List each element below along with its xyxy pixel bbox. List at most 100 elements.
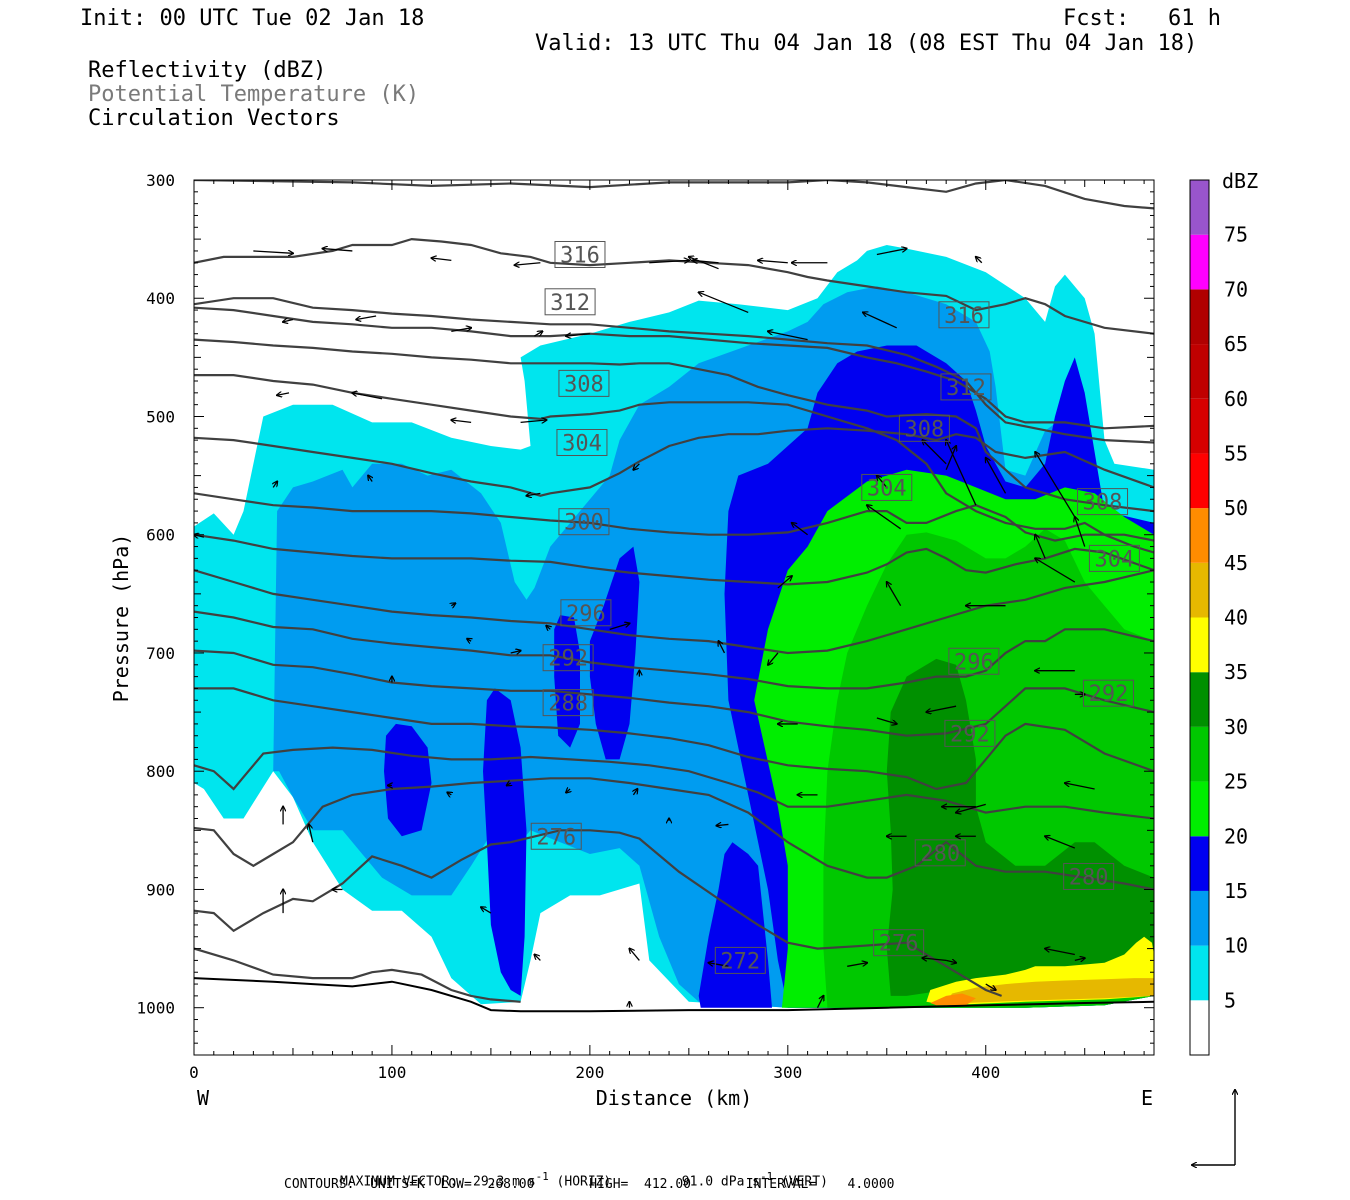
circulation-vector <box>946 960 956 962</box>
colorbar-cell-75 <box>1190 180 1209 235</box>
colorbar-label: 60 <box>1224 387 1248 411</box>
colorbar-label: 70 <box>1224 277 1248 301</box>
colorbar-label: 30 <box>1224 715 1248 739</box>
isentrope-296 <box>194 610 1154 690</box>
circulation-vector <box>515 263 541 265</box>
circulation-vector <box>719 641 726 654</box>
isentrope-label: 308 <box>898 414 950 442</box>
colorbar-label: 10 <box>1224 934 1248 958</box>
colorbar-cell-30 <box>1190 672 1209 727</box>
colorbar-cell-35 <box>1190 617 1209 673</box>
isentrope-label: 296 <box>948 647 1000 675</box>
circulation-vector <box>922 440 947 465</box>
isentrope-label: 292 <box>1082 679 1134 707</box>
isentrope-label: 276 <box>530 822 582 850</box>
dbz-region-15-5 <box>554 615 580 748</box>
colorbar-cell-10 <box>1190 890 1209 946</box>
isentrope-contours <box>194 180 1154 1003</box>
colorbar-label: 35 <box>1224 660 1248 684</box>
circulation-vector <box>283 320 294 322</box>
y-tick-label: 400 <box>146 289 175 308</box>
circulation-vector <box>863 312 897 329</box>
y-tick-label: 800 <box>146 762 175 781</box>
isentrope-label-text: 288 <box>548 692 588 717</box>
isentrope-label-text: 292 <box>1089 682 1129 707</box>
colorbar: 5 10 15 20 25 30 35 40 45 50 55 60 65 70 75 dBZ <box>1189 169 1258 1056</box>
isentrope-label-text: 304 <box>562 432 602 457</box>
isentrope-label-text: 280 <box>920 842 960 867</box>
circulation-vector <box>816 996 824 1008</box>
axis-tick-labels: 0 100 200 300 400 300 400 500 600 700 800 900 1000 <box>136 171 1000 1082</box>
colorbar-cell-70 <box>1190 234 1209 290</box>
circulation-vector <box>709 963 729 967</box>
isentrope-328 <box>194 297 1154 444</box>
circulation-vector <box>946 440 977 506</box>
circulation-vector <box>876 717 897 724</box>
circulation-vector <box>451 420 472 422</box>
ground-surface <box>194 977 1154 1013</box>
colorbar-cell-bottom <box>1190 1000 1209 1055</box>
circulation-vector <box>507 783 511 785</box>
isentrope-label-text: 312 <box>550 291 590 316</box>
circulation-vector <box>1035 452 1076 518</box>
x-tick-label: 200 <box>575 1063 604 1082</box>
vector-scale-legend <box>1192 1090 1235 1165</box>
circulation-vector <box>527 493 541 495</box>
isentrope-label-text: 276 <box>536 825 576 850</box>
circulation-vector <box>1045 949 1075 956</box>
colorbar-cell-45 <box>1190 508 1209 563</box>
circulation-vector <box>689 257 719 270</box>
circulation-vector <box>976 257 983 264</box>
circulation-vector <box>717 824 729 825</box>
circulation-vector <box>368 476 372 482</box>
colorbar-label: 40 <box>1224 606 1248 630</box>
circulation-vector <box>956 803 986 812</box>
valid-time: Valid: 13 UTC Thu 04 Jan 18 (08 EST Thu … <box>535 31 1198 56</box>
west-label: W <box>197 1086 210 1110</box>
forecast-label: Fcst: <box>1063 6 1130 31</box>
circulation-vector <box>945 446 956 470</box>
isentrope-label-text: 308 <box>564 372 604 397</box>
circulation-vector <box>1035 535 1046 559</box>
isentrope-label-text: 312 <box>946 376 986 401</box>
isentrope-272 <box>194 947 521 1003</box>
circulation-vector <box>629 949 640 961</box>
colorbar-cell-15 <box>1190 836 1209 891</box>
isentrope-label-text: 296 <box>566 602 606 627</box>
dbz-region-40-12 <box>946 978 1154 1003</box>
isentrope-label: 316 <box>554 240 606 268</box>
x-axis-label: Distance (km) <box>596 1086 753 1110</box>
circulation-vectors <box>194 249 1095 1008</box>
isentrope-label-text: 292 <box>548 647 588 672</box>
x-tick-label: 300 <box>773 1063 802 1082</box>
isentrope-label: 296 <box>560 599 612 627</box>
colorbar-label: 50 <box>1224 496 1248 520</box>
field-reflectivity: Reflectivity (dBZ) <box>88 58 327 83</box>
isentrope-label-text: 316 <box>944 304 984 329</box>
isentrope-label: 272 <box>714 946 766 974</box>
circulation-vector <box>877 476 888 488</box>
isentrope-label-text: 304 <box>1095 547 1135 572</box>
circulation-vector <box>546 626 550 630</box>
contours-info: CONTOURS: UNITS=K LOW= 268.00 HIGH= 412.… <box>284 1177 895 1192</box>
circulation-vector <box>1075 517 1086 547</box>
isentrope-label-text: 276 <box>879 932 919 957</box>
isentrope-label: 308 <box>1077 488 1129 516</box>
circulation-vector <box>273 482 277 488</box>
circulation-vector <box>633 463 640 470</box>
colorbar-title: dBZ <box>1222 169 1258 193</box>
y-tick-label: 700 <box>146 644 175 663</box>
isentrope-label: 280 <box>1063 862 1115 890</box>
isentrope-label-text: 296 <box>954 650 994 675</box>
isentrope-label: 304 <box>861 473 913 501</box>
circulation-vector <box>510 651 521 653</box>
dbz-region-45-13 <box>930 993 976 1006</box>
isentrope-label: 288 <box>542 689 594 717</box>
circulation-vector <box>481 907 492 914</box>
isentrope-292 <box>194 649 1154 737</box>
isentrope-label: 316 <box>938 301 990 329</box>
circulation-vector <box>520 420 547 422</box>
dbz-region-15-3 <box>384 723 432 837</box>
isentrope-label: 280 <box>914 839 966 867</box>
